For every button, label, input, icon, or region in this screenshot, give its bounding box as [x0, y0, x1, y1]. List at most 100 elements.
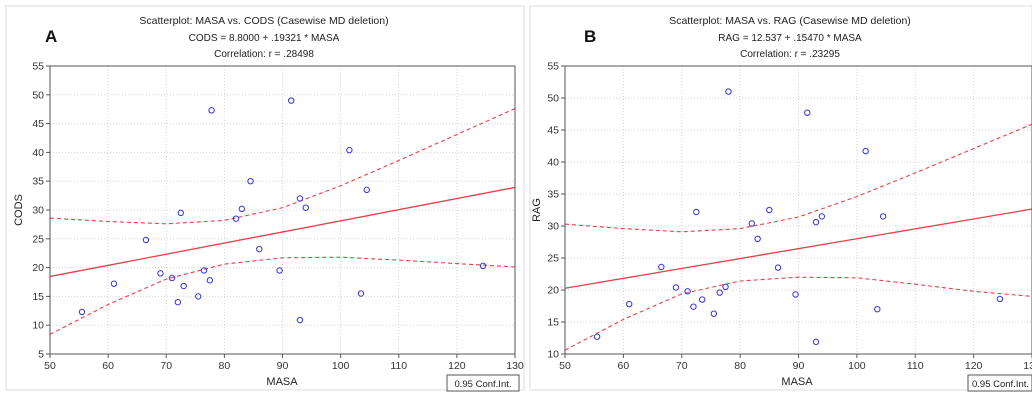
legend-label: 0.95 Conf.Int.	[972, 379, 1029, 390]
y-tick-label: 20	[32, 262, 44, 274]
chart-title: Scatterplot: MASA vs. CODS (Casewise MD …	[139, 15, 388, 27]
x-tick-label: 70	[160, 360, 172, 372]
data-point	[774, 264, 782, 271]
data-point	[812, 218, 820, 226]
y-axis-label: CODS	[13, 194, 25, 226]
data-point	[142, 236, 150, 244]
data-point	[363, 186, 370, 194]
x-tick-label: 50	[44, 360, 56, 372]
y-tick-label: 55	[547, 61, 559, 73]
data-point	[238, 205, 246, 213]
x-axis-label: MASA	[781, 376, 813, 388]
data-point	[725, 88, 732, 95]
correlation-text: Correlation: r = .23295	[740, 49, 840, 60]
x-tick-label: 70	[676, 360, 688, 372]
panel-label: A	[45, 27, 57, 46]
panel-b: B Scatterplot: MASA vs. RAG (Casewise MD…	[529, 5, 1032, 392]
x-tick-label: 90	[793, 360, 805, 372]
data-point	[157, 270, 164, 277]
x-tick-label: 120	[448, 360, 466, 372]
panel-label: B	[584, 27, 596, 46]
y-tick-label: 15	[547, 317, 559, 329]
chart-title: Scatterplot: MASA vs. RAG (Casewise MD d…	[669, 15, 911, 27]
y-tick-label: 30	[547, 221, 559, 233]
data-point	[693, 208, 700, 216]
y-axis-label: RAG	[531, 198, 543, 222]
plot-frame	[49, 65, 516, 355]
data-point	[180, 282, 187, 290]
y-tick-label: 25	[547, 253, 559, 265]
panel-a: A Scatterplot: MASA vs. CODS (Casewise M…	[5, 5, 525, 392]
data-point	[276, 267, 283, 274]
data-point	[879, 213, 887, 220]
data-point	[710, 310, 718, 317]
data-point	[716, 289, 723, 296]
data-point	[302, 204, 309, 211]
data-point	[754, 235, 761, 243]
y-tick-label: 25	[32, 233, 44, 245]
data-point	[288, 97, 295, 104]
tick-labels: 50 60 70 80 90 100 110 120 130 10 15 20 25 30 35 40 45 50…	[547, 61, 1032, 372]
y-tick-label: 45	[32, 118, 44, 130]
data-point	[357, 290, 365, 297]
data-point	[296, 316, 304, 324]
data-point	[672, 284, 680, 291]
data-point	[792, 291, 799, 298]
data-point	[996, 295, 1004, 303]
x-tick-label: 90	[277, 360, 289, 372]
correlation-text: Correlation: r = .28498	[214, 49, 314, 60]
regression-line	[50, 186, 515, 278]
data-point	[818, 213, 826, 220]
x-tick-label: 50	[559, 360, 571, 372]
data-point	[766, 206, 773, 214]
x-tick-label: 80	[734, 360, 746, 372]
data-point	[208, 107, 215, 114]
regression-line	[565, 208, 1032, 289]
data-point	[168, 274, 176, 282]
legend-box	[967, 374, 1032, 392]
y-tick-label: 40	[32, 147, 44, 159]
data-point	[78, 308, 86, 316]
tick-labels: 50 60 70 80 90 100 110 120 130 5 10 15 20 25 30 35 40 45 5…	[32, 61, 524, 373]
data-point	[862, 147, 869, 155]
data-point	[346, 146, 353, 154]
plot-series	[565, 88, 1032, 351]
data-point	[247, 178, 254, 185]
gridlines	[565, 66, 1032, 354]
data-point	[658, 263, 665, 271]
legend-label: 0.95 Conf.Int.	[454, 379, 511, 390]
y-tick-label: 50	[32, 89, 44, 101]
data-point	[296, 195, 304, 202]
x-tick-label: 60	[618, 360, 630, 372]
y-tick-label: 45	[547, 125, 559, 137]
data-point	[690, 303, 697, 310]
data-point	[177, 209, 184, 217]
data-point	[232, 215, 240, 222]
y-tick-label: 20	[547, 285, 559, 297]
regression-equation: CODS = 8.8000 + .19321 * MASA	[189, 33, 340, 44]
data-point	[722, 283, 729, 290]
y-tick-label: 5	[38, 349, 44, 361]
data-point	[812, 338, 820, 346]
y-tick-label: 35	[32, 176, 44, 188]
data-point	[256, 245, 263, 253]
confidence-upper-line	[565, 123, 1032, 233]
confidence-upper-line	[50, 108, 515, 225]
y-tick-label: 10	[32, 320, 44, 332]
data-point	[804, 109, 811, 116]
x-axis-label: MASA	[266, 376, 298, 388]
regression-equation: RAG = 12.537 + .15470 * MASA	[718, 33, 862, 44]
data-point	[479, 262, 487, 270]
data-point	[174, 298, 182, 306]
y-tick-label: 35	[547, 189, 559, 201]
data-point	[698, 296, 706, 303]
x-tick-label: 130	[1023, 360, 1032, 372]
y-tick-label: 15	[32, 291, 44, 303]
data-point	[593, 333, 601, 340]
confidence-lower-line	[565, 276, 1032, 351]
y-tick-label: 50	[547, 93, 559, 105]
data-point	[200, 267, 208, 274]
plot-frame	[564, 65, 1032, 355]
x-tick-label: 100	[332, 360, 350, 372]
